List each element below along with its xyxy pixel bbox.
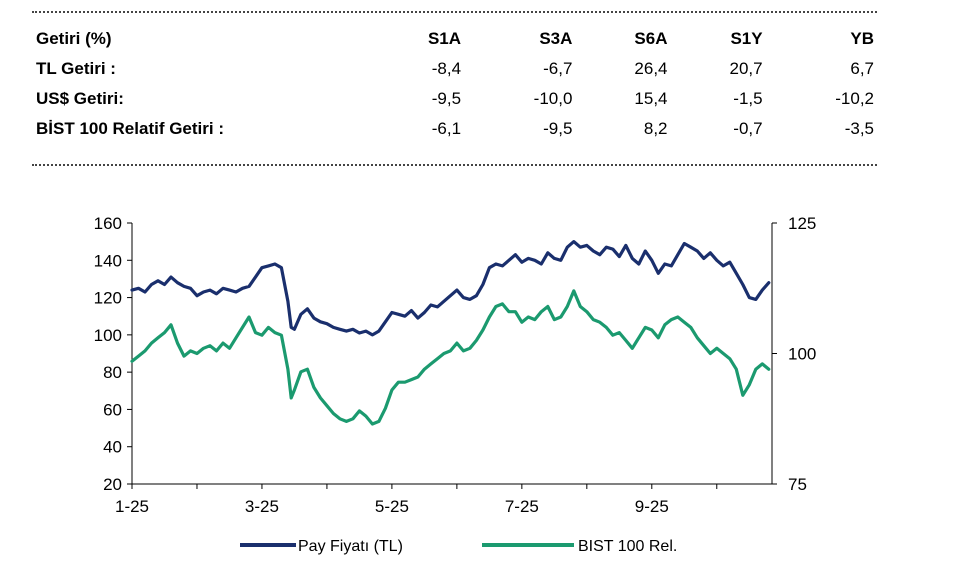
header-s6a: S6A bbox=[634, 29, 668, 48]
returns-table-header: Getiri (%) S1A S3A S6A S1Y YB bbox=[36, 24, 874, 54]
legend-label-bist100-rel: BIST 100 Rel. bbox=[578, 538, 677, 555]
legend-label-pay-fiyati: Pay Fiyatı (TL) bbox=[298, 538, 403, 555]
row-label-usd: US$ Getiri: bbox=[36, 89, 124, 108]
y-right-tick-label: 100 bbox=[788, 345, 816, 364]
x-tick-label: 3-25 bbox=[245, 497, 279, 516]
x-tick-label: 1-25 bbox=[115, 497, 149, 516]
table-cell: 15,4 bbox=[634, 89, 668, 108]
y-right-tick-label: 75 bbox=[788, 475, 807, 494]
y-left-tick-label: 160 bbox=[94, 214, 122, 233]
chart-series bbox=[130, 239, 771, 426]
table-cell: 6,7 bbox=[850, 59, 874, 78]
table-cell: -9,5 bbox=[431, 89, 462, 108]
header-getiri: Getiri (%) bbox=[36, 29, 112, 48]
y-left-tick-label: 20 bbox=[103, 475, 122, 494]
table-cell: -3,5 bbox=[844, 119, 874, 138]
header-s1a: S1A bbox=[427, 29, 462, 48]
x-tick-label: 9-25 bbox=[635, 497, 669, 516]
table-cell: 26,4 bbox=[634, 59, 668, 78]
y-left-tick-label: 40 bbox=[103, 438, 122, 457]
table-cell: 8,2 bbox=[643, 119, 668, 138]
table-cell: -1,5 bbox=[733, 89, 763, 108]
table-cell: -6,7 bbox=[543, 59, 573, 78]
x-tick-label: 7-25 bbox=[505, 497, 539, 516]
table-cell: -9,5 bbox=[543, 119, 573, 138]
y-left-tick-label: 100 bbox=[94, 326, 122, 345]
row-label-tl: TL Getiri : bbox=[36, 59, 116, 78]
chart-axes: 20 40 60 80 100 120 140 160 75 100 125 1-25 3-25 5-25… bbox=[94, 214, 817, 516]
price-chart: 20 40 60 80 100 120 140 160 75 100 125 1-25 3-25 5-25… bbox=[94, 214, 817, 555]
y-right-tick-label: 125 bbox=[788, 214, 816, 233]
table-row: TL Getiri : -8,4 -6,7 26,4 20,7 6,7 bbox=[36, 54, 874, 84]
table-top-rule bbox=[32, 11, 877, 13]
y-left-tick-label: 140 bbox=[94, 251, 122, 270]
y-left-tick-label: 80 bbox=[103, 363, 122, 382]
table-cell: -10,0 bbox=[533, 89, 573, 108]
row-label-bist: BİST 100 Relatif Getiri : bbox=[36, 119, 224, 138]
returns-table: Getiri (%) S1A S3A S6A S1Y YB TL Getiri … bbox=[36, 24, 874, 144]
table-row: US$ Getiri: -9,5 -10,0 15,4 -1,5 -10,2 bbox=[36, 84, 874, 114]
header-yb: YB bbox=[850, 29, 874, 48]
series-line-pay-fiyati bbox=[130, 239, 771, 337]
x-tick-label: 5-25 bbox=[375, 497, 409, 516]
y-left-tick-label: 120 bbox=[94, 289, 122, 308]
table-cell: 20,7 bbox=[729, 59, 763, 78]
header-s3a: S3A bbox=[539, 29, 573, 48]
table-row: BİST 100 Relatif Getiri : -6,1 -9,5 8,2 … bbox=[36, 114, 874, 144]
table-cell: -6,1 bbox=[431, 119, 462, 138]
table-cell: -0,7 bbox=[733, 119, 763, 138]
table-cell: -8,4 bbox=[431, 59, 462, 78]
header-s1y: S1Y bbox=[730, 29, 763, 48]
table-cell: -10,2 bbox=[835, 89, 874, 108]
table-bottom-rule bbox=[32, 164, 877, 166]
chart-legend: Pay Fiyatı (TL) BIST 100 Rel. bbox=[240, 538, 677, 555]
series-line-bist100-rel bbox=[130, 289, 771, 426]
y-left-tick-label: 60 bbox=[103, 400, 122, 419]
